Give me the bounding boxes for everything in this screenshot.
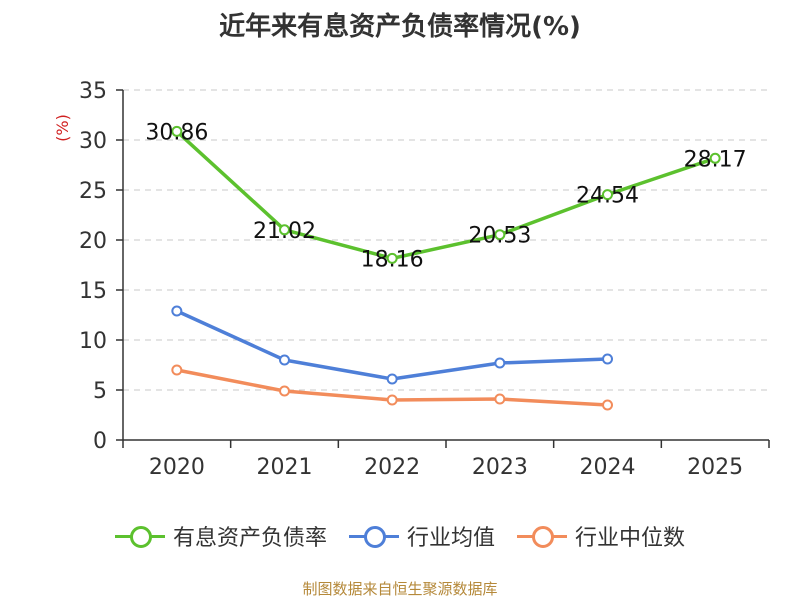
data-point (386, 252, 398, 264)
legend-label: 行业均值 (406, 526, 495, 551)
data-label: 30.86 (145, 120, 208, 145)
legend-item-interest-debt-ratio[interactable]: 有息资产负债率 (114, 520, 327, 552)
legend-marker-orange (517, 526, 567, 548)
data-label: 21.02 (253, 219, 316, 244)
data-point (602, 399, 613, 411)
legend-marker-blue (348, 526, 399, 548)
y-tick-label: 25 (79, 179, 107, 204)
legend-label: 行业中位数 (575, 526, 686, 551)
x-tick-label: 2023 (472, 455, 528, 480)
chart-title: 近年来有息资产负债率情况(%) (219, 12, 581, 42)
data-point (494, 229, 506, 241)
series-line (176, 309, 608, 381)
y-tick-label: 30 (79, 129, 107, 154)
data-point (386, 394, 398, 406)
y-axis-label: (%) (53, 114, 72, 142)
x-tick-label: 2020 (149, 455, 205, 480)
y-tick-label: 10 (79, 329, 107, 354)
series-line (175, 130, 716, 261)
data-point (602, 353, 613, 365)
legend-item-industry-mean[interactable]: 行业均值 (348, 520, 495, 552)
x-tick-label: 2021 (257, 455, 313, 480)
x-tick-label: 2024 (580, 455, 636, 480)
data-point (386, 373, 398, 385)
y-tick-label: 5 (93, 379, 107, 404)
data-point (602, 189, 613, 201)
legend: 有息资产负债率 行业均值 行业中位数 (0, 520, 800, 552)
y-tick-label: 15 (79, 279, 107, 304)
legend-label: 有息资产负债率 (172, 526, 327, 551)
data-point (279, 224, 290, 236)
x-tick-label: 2025 (687, 455, 743, 480)
legend-marker-green (114, 526, 165, 548)
legend-item-industry-median[interactable]: 行业中位数 (517, 520, 685, 552)
data-label: 28.17 (684, 147, 747, 172)
data-point (171, 125, 183, 137)
y-tick-label: 0 (93, 429, 107, 454)
data-point (171, 364, 183, 376)
x-tick-label: 2022 (364, 455, 420, 480)
data-point (279, 385, 290, 397)
data-label: 20.53 (468, 224, 531, 249)
data-source-footer: 制图数据来自恒生聚源数据库 (302, 580, 498, 598)
data-label: 18.16 (361, 247, 424, 272)
y-tick-label: 20 (79, 229, 107, 254)
data-point (171, 305, 183, 317)
data-point (279, 354, 290, 366)
data-point (494, 357, 506, 369)
data-point (494, 393, 506, 405)
data-label: 24.54 (576, 184, 639, 209)
y-tick-label: 35 (79, 79, 107, 104)
data-point (709, 152, 721, 164)
